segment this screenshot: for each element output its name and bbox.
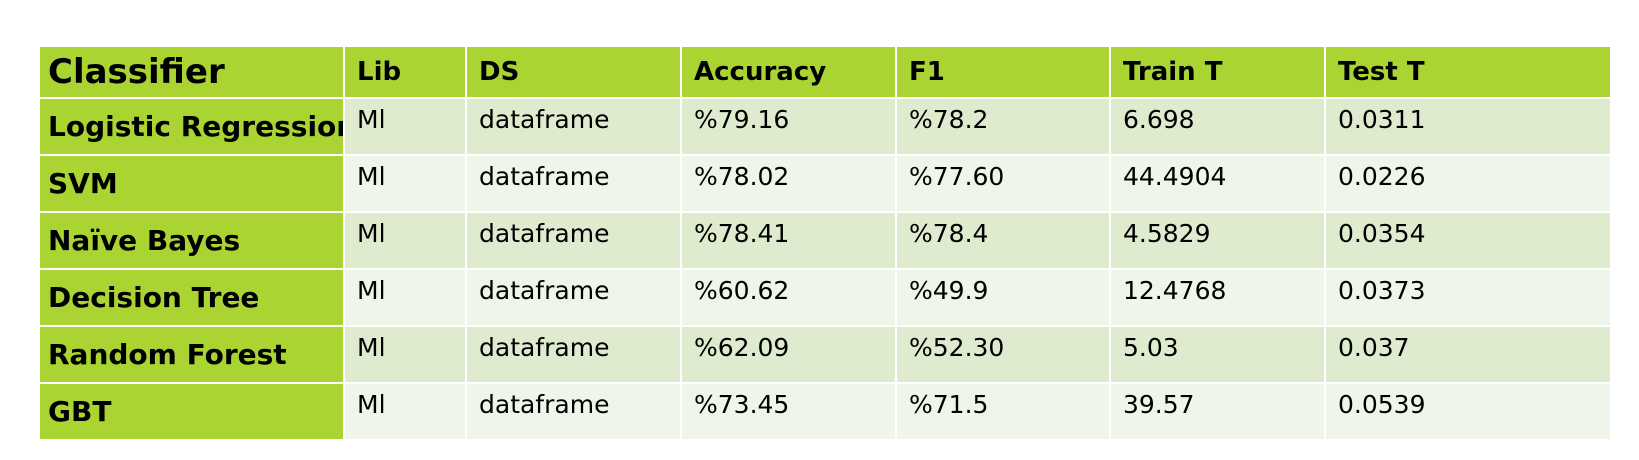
cell-test-time: 0.0226 — [1324, 154, 1612, 213]
cell-accuracy: %78.02 — [680, 154, 897, 213]
cell-accuracy: %73.45 — [680, 382, 897, 441]
cell-test-time: 0.0539 — [1324, 382, 1612, 441]
cell-accuracy: %79.16 — [680, 97, 897, 156]
cell-test-time: 0.0311 — [1324, 97, 1612, 156]
table-row: GBT Ml dataframe %73.45 %71.5 39.57 0.05… — [38, 382, 1612, 441]
cell-lib: Ml — [343, 211, 467, 270]
cell-classifier: Naïve Bayes — [38, 211, 345, 270]
cell-ds: dataframe — [465, 325, 682, 384]
table-row: Naïve Bayes Ml dataframe %78.41 %78.4 4.… — [38, 211, 1612, 270]
header-f1: F1 — [895, 45, 1111, 99]
cell-accuracy: %60.62 — [680, 268, 897, 327]
cell-test-time: 0.0354 — [1324, 211, 1612, 270]
cell-lib: Ml — [343, 382, 467, 441]
cell-test-time: 0.0373 — [1324, 268, 1612, 327]
cell-train-time: 5.03 — [1109, 325, 1326, 384]
cell-f1: %78.2 — [895, 97, 1111, 156]
table-row: SVM Ml dataframe %78.02 %77.60 44.4904 0… — [38, 154, 1612, 213]
cell-f1: %52.30 — [895, 325, 1111, 384]
cell-ds: dataframe — [465, 268, 682, 327]
header-test-time: Test T — [1324, 45, 1612, 99]
cell-lib: Ml — [343, 154, 467, 213]
header-lib: Lib — [343, 45, 467, 99]
header-accuracy: Accuracy — [680, 45, 897, 99]
table-row: Logistic Regression Ml dataframe %79.16 … — [38, 97, 1612, 156]
cell-f1: %49.9 — [895, 268, 1111, 327]
header-ds: DS — [465, 45, 682, 99]
classifier-results-table: Classifier Lib DS Accuracy F1 Train T Te… — [38, 45, 1612, 441]
cell-train-time: 4.5829 — [1109, 211, 1326, 270]
cell-ds: dataframe — [465, 154, 682, 213]
cell-accuracy: %78.41 — [680, 211, 897, 270]
cell-classifier: GBT — [38, 382, 345, 441]
cell-ds: dataframe — [465, 382, 682, 441]
table-row: Random Forest Ml dataframe %62.09 %52.30… — [38, 325, 1612, 384]
cell-test-time: 0.037 — [1324, 325, 1612, 384]
table-header-row: Classifier Lib DS Accuracy F1 Train T Te… — [38, 45, 1612, 99]
cell-classifier: Logistic Regression — [38, 97, 345, 156]
cell-f1: %77.60 — [895, 154, 1111, 213]
cell-train-time: 6.698 — [1109, 97, 1326, 156]
cell-classifier: Decision Tree — [38, 268, 345, 327]
cell-accuracy: %62.09 — [680, 325, 897, 384]
cell-ds: dataframe — [465, 97, 682, 156]
cell-train-time: 39.57 — [1109, 382, 1326, 441]
cell-f1: %78.4 — [895, 211, 1111, 270]
header-train-time: Train T — [1109, 45, 1326, 99]
table-row: Decision Tree Ml dataframe %60.62 %49.9 … — [38, 268, 1612, 327]
cell-lib: Ml — [343, 97, 467, 156]
cell-lib: Ml — [343, 325, 467, 384]
cell-f1: %71.5 — [895, 382, 1111, 441]
cell-lib: Ml — [343, 268, 467, 327]
cell-train-time: 44.4904 — [1109, 154, 1326, 213]
cell-classifier: SVM — [38, 154, 345, 213]
cell-ds: dataframe — [465, 211, 682, 270]
cell-train-time: 12.4768 — [1109, 268, 1326, 327]
cell-classifier: Random Forest — [38, 325, 345, 384]
header-classifier: Classifier — [38, 45, 345, 99]
